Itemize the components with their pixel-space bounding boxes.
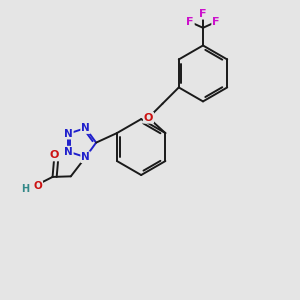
Text: O: O bbox=[144, 113, 153, 123]
Text: N: N bbox=[81, 152, 90, 162]
Text: F: F bbox=[212, 17, 220, 27]
Text: H: H bbox=[21, 184, 29, 194]
Text: F: F bbox=[199, 9, 207, 19]
Text: O: O bbox=[34, 182, 42, 191]
Text: N: N bbox=[64, 129, 73, 139]
Text: N: N bbox=[81, 123, 90, 133]
Text: O: O bbox=[49, 150, 59, 161]
Text: F: F bbox=[186, 17, 194, 27]
Text: N: N bbox=[64, 147, 73, 157]
